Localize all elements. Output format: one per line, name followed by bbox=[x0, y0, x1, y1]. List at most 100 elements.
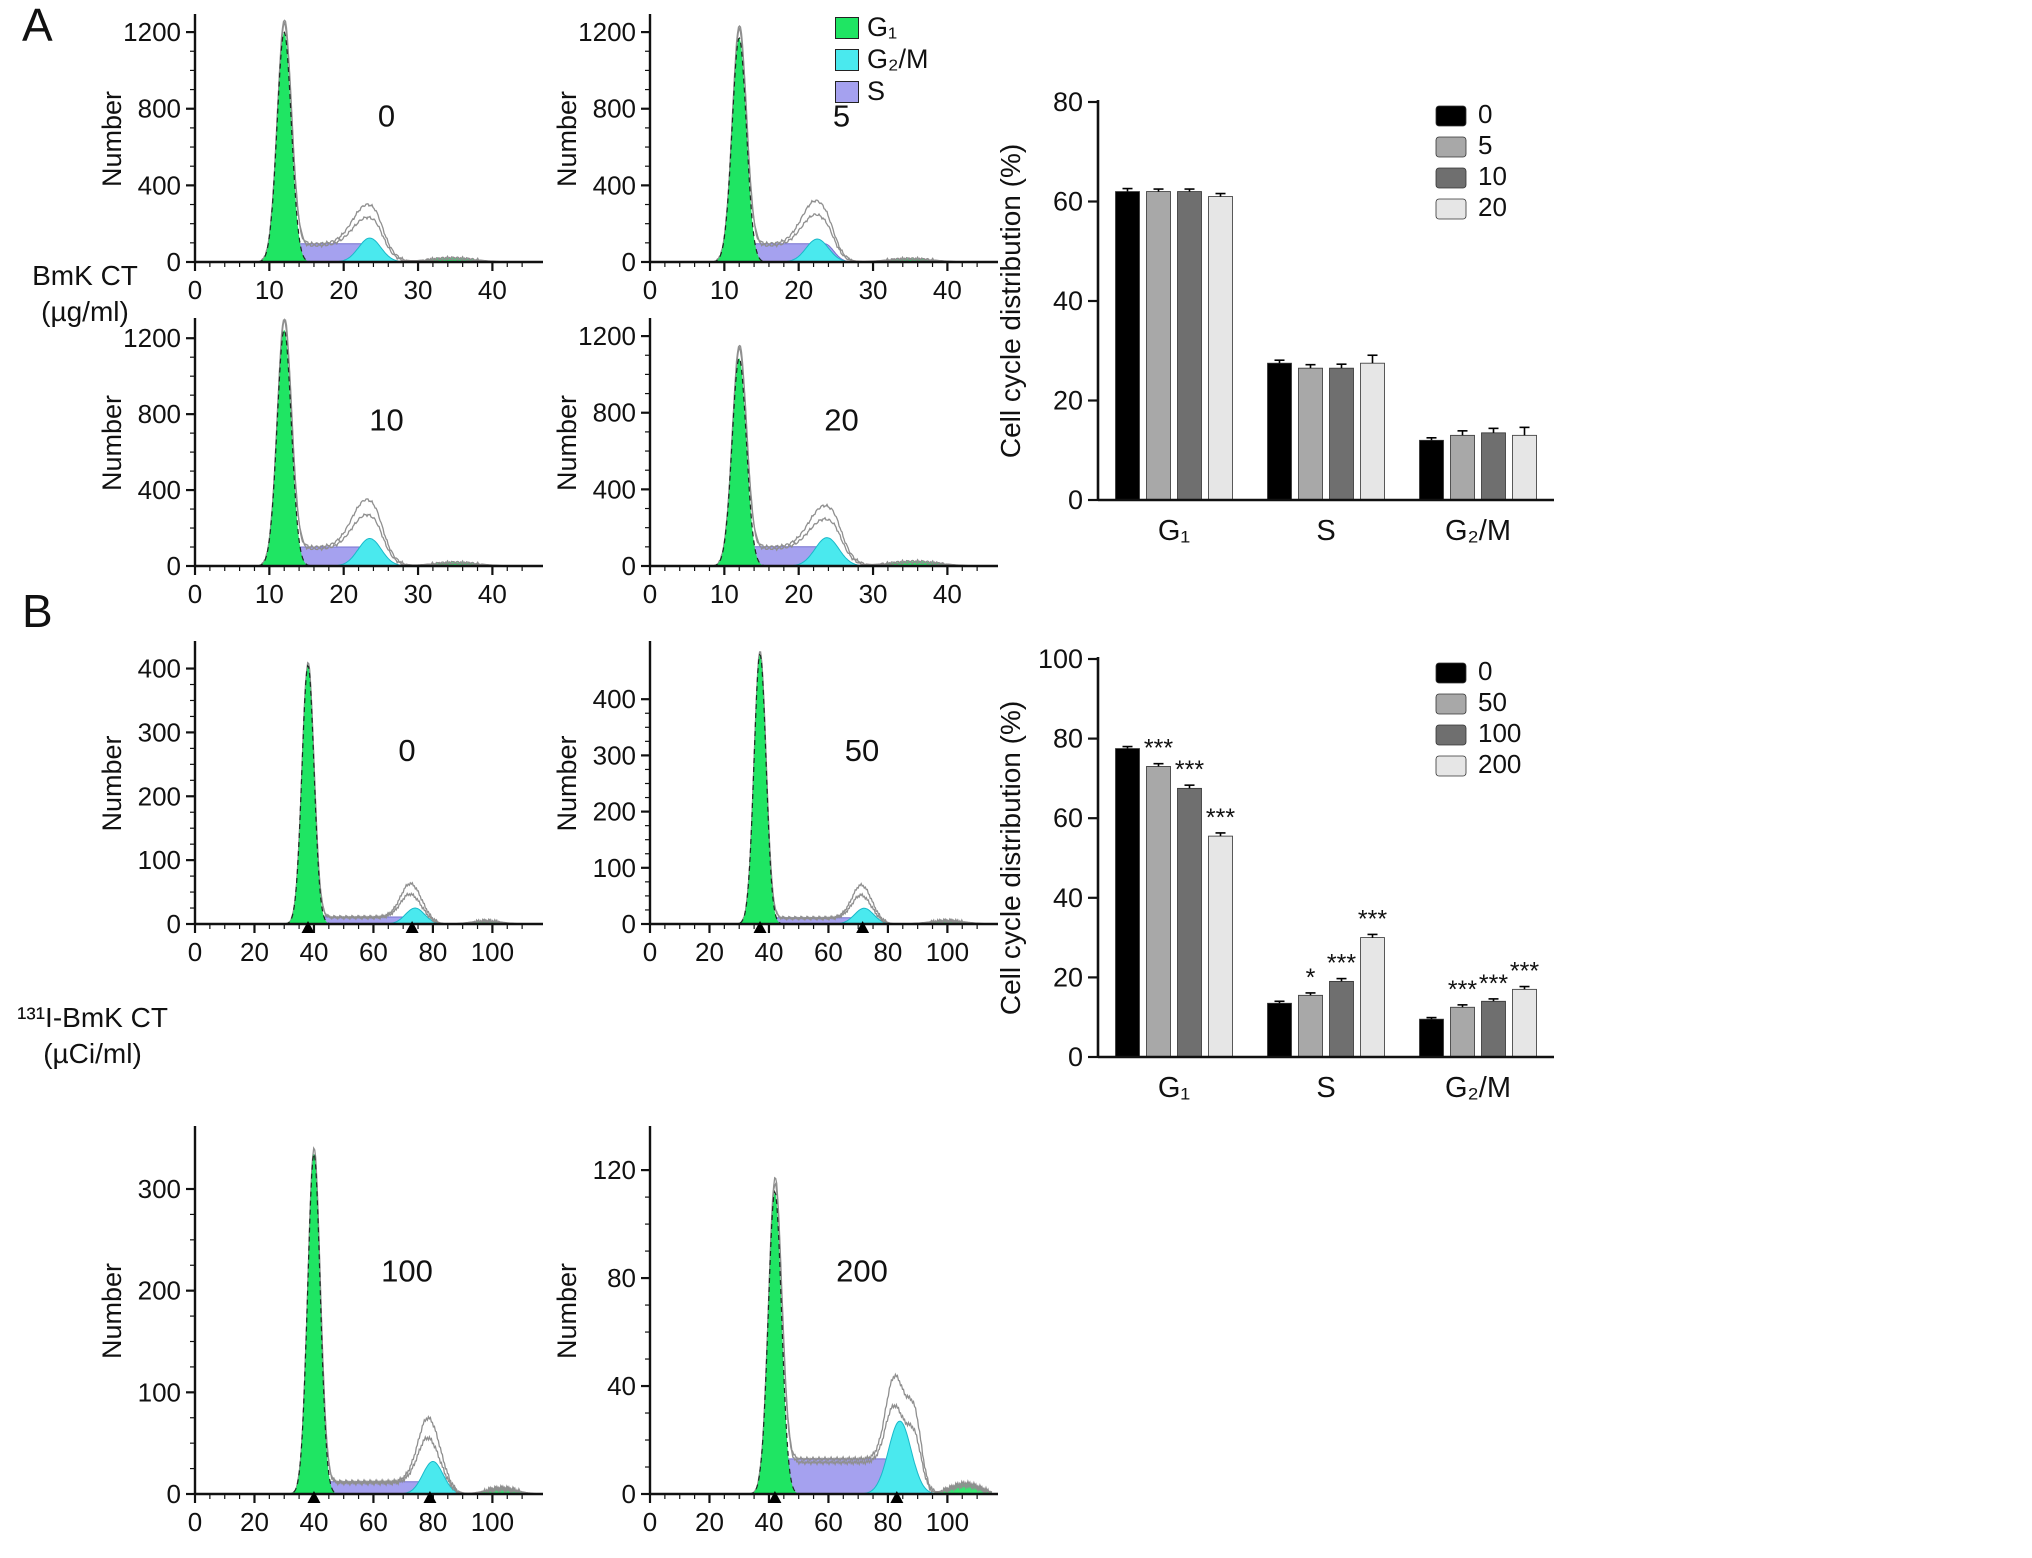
svg-text:***: *** bbox=[1479, 970, 1508, 998]
svg-text:0: 0 bbox=[622, 247, 636, 277]
svg-text:10: 10 bbox=[255, 579, 284, 609]
svg-text:100: 100 bbox=[138, 845, 181, 875]
svg-text:0: 0 bbox=[188, 579, 202, 609]
svg-text:***: *** bbox=[1175, 756, 1204, 784]
svg-text:G₁: G₁ bbox=[1158, 515, 1191, 547]
svg-text:G₂/M: G₂/M bbox=[1445, 1072, 1511, 1104]
svg-text:0: 0 bbox=[188, 275, 202, 305]
svg-text:60: 60 bbox=[1053, 187, 1083, 217]
svg-text:0: 0 bbox=[622, 909, 636, 939]
svg-text:0: 0 bbox=[378, 99, 395, 134]
flow-histogram-svg: 0 400 800 1200 0 10 20 30 40 Number 0 bbox=[97, 14, 543, 305]
legend-item-g2m: G₂/M bbox=[835, 46, 928, 73]
svg-text:Number: Number bbox=[552, 735, 582, 831]
svg-text:0: 0 bbox=[1478, 656, 1492, 686]
svg-text:80: 80 bbox=[418, 1507, 447, 1537]
svg-text:20: 20 bbox=[784, 579, 813, 609]
svg-text:20: 20 bbox=[240, 937, 269, 967]
svg-text:1200: 1200 bbox=[578, 321, 636, 351]
svg-text:400: 400 bbox=[593, 170, 636, 200]
flow-histogram-b-200: 0 40 80 120 0 20 40 60 80 100 Number 200 bbox=[550, 1120, 1000, 1540]
svg-text:Number: Number bbox=[97, 1263, 127, 1359]
svg-text:800: 800 bbox=[138, 399, 181, 429]
svg-text:40: 40 bbox=[754, 1507, 783, 1537]
svg-text:20: 20 bbox=[695, 937, 724, 967]
svg-text:100: 100 bbox=[593, 853, 636, 883]
svg-text:30: 30 bbox=[859, 275, 888, 305]
svg-text:5: 5 bbox=[1478, 130, 1492, 160]
svg-text:80: 80 bbox=[1053, 724, 1083, 754]
flow-histogram-a-0: 0 400 800 1200 0 10 20 30 40 Number 0 bbox=[95, 8, 545, 308]
flow-histogram-a-5: 0 400 800 1200 0 10 20 30 40 Number 5 bbox=[550, 8, 1000, 308]
svg-text:S: S bbox=[1316, 515, 1335, 547]
flow-histogram-svg: 0 400 800 1200 0 10 20 30 40 Number 10 bbox=[97, 317, 543, 609]
svg-text:80: 80 bbox=[873, 937, 902, 967]
flow-histogram-svg: 0 400 800 1200 0 10 20 30 40 Number 20 bbox=[552, 318, 998, 609]
bmk-ct-unit: (µg/ml) bbox=[41, 296, 129, 328]
svg-text:5: 5 bbox=[833, 99, 850, 134]
bmk-ct-row-label: BmK CT (µg/ml) bbox=[10, 258, 160, 331]
svg-text:Number: Number bbox=[552, 91, 582, 187]
svg-text:60: 60 bbox=[359, 1507, 388, 1537]
svg-text:10: 10 bbox=[1478, 161, 1507, 191]
svg-text:0: 0 bbox=[398, 733, 415, 768]
svg-text:800: 800 bbox=[593, 398, 636, 428]
svg-text:40: 40 bbox=[299, 1507, 328, 1537]
s-color-swatch bbox=[835, 80, 859, 103]
svg-text:60: 60 bbox=[359, 937, 388, 967]
bar-chart-svg: 0 20 40 60 80 G₁ S G₂/M Cell cycle distribution … bbox=[995, 88, 1554, 547]
svg-text:800: 800 bbox=[138, 94, 181, 124]
svg-text:***: *** bbox=[1206, 804, 1235, 832]
flow-histogram-a-20: 0 400 800 1200 0 10 20 30 40 Number 20 bbox=[550, 312, 1000, 612]
flow-histogram-b-50: 0 100 200 300 400 0 20 40 60 80 100 Number 50 bbox=[550, 635, 1000, 970]
svg-text:50: 50 bbox=[1478, 687, 1507, 717]
svg-text:20: 20 bbox=[784, 275, 813, 305]
svg-text:40: 40 bbox=[478, 579, 507, 609]
svg-text:Cell cycle distribution (%): Cell cycle distribution (%) bbox=[995, 144, 1026, 458]
svg-text:0: 0 bbox=[1068, 1042, 1083, 1072]
svg-text:400: 400 bbox=[593, 474, 636, 504]
svg-text:Number: Number bbox=[97, 91, 127, 187]
svg-text:100: 100 bbox=[1478, 718, 1521, 748]
svg-text:40: 40 bbox=[933, 275, 962, 305]
flow-histogram-svg: 0 40 80 120 0 20 40 60 80 100 Number 200 bbox=[552, 1126, 998, 1537]
flow-histogram-svg: 0 100 200 300 0 20 40 60 80 100 Number 100 bbox=[97, 1126, 543, 1537]
i131-bmk-ct-row-label: ¹³¹I-BmK CT (µCi/ml) bbox=[0, 1000, 185, 1073]
svg-text:0: 0 bbox=[622, 551, 636, 581]
svg-text:20: 20 bbox=[329, 275, 358, 305]
svg-text:1200: 1200 bbox=[123, 17, 181, 47]
svg-text:100: 100 bbox=[381, 1254, 433, 1289]
svg-text:200: 200 bbox=[836, 1254, 888, 1289]
flow-histogram-svg: 0 400 800 1200 0 10 20 30 40 Number 5 bbox=[552, 14, 998, 305]
flow-histogram-b-0: 0 100 200 300 400 0 20 40 60 80 100 Number 0 bbox=[95, 635, 545, 970]
svg-text:0: 0 bbox=[167, 247, 181, 277]
svg-text:***: *** bbox=[1144, 735, 1173, 763]
s-legend-label: S bbox=[867, 76, 886, 106]
flow-legend: G₁ G₂/M S bbox=[835, 14, 928, 105]
svg-text:30: 30 bbox=[404, 275, 433, 305]
svg-text:20: 20 bbox=[329, 579, 358, 609]
svg-text:10: 10 bbox=[710, 579, 739, 609]
svg-text:100: 100 bbox=[471, 1507, 514, 1537]
svg-text:0: 0 bbox=[167, 551, 181, 581]
svg-text:***: *** bbox=[1358, 905, 1387, 933]
svg-text:0: 0 bbox=[188, 937, 202, 967]
panel-a-label: A bbox=[22, 0, 53, 51]
flow-histogram-svg: 0 100 200 300 400 0 20 40 60 80 100 Number 0 bbox=[97, 641, 543, 967]
svg-text:0: 0 bbox=[1068, 485, 1083, 515]
svg-text:40: 40 bbox=[933, 579, 962, 609]
svg-text:*: * bbox=[1306, 964, 1316, 992]
g2m-color-swatch bbox=[835, 48, 859, 71]
svg-text:80: 80 bbox=[873, 1507, 902, 1537]
svg-text:80: 80 bbox=[418, 937, 447, 967]
svg-text:30: 30 bbox=[859, 579, 888, 609]
svg-text:300: 300 bbox=[593, 740, 636, 770]
svg-text:200: 200 bbox=[138, 1276, 181, 1306]
svg-text:300: 300 bbox=[138, 1174, 181, 1204]
svg-text:200: 200 bbox=[593, 797, 636, 827]
svg-text:0: 0 bbox=[1478, 99, 1492, 129]
svg-text:0: 0 bbox=[643, 579, 657, 609]
svg-text:800: 800 bbox=[593, 94, 636, 124]
svg-text:120: 120 bbox=[593, 1155, 636, 1185]
